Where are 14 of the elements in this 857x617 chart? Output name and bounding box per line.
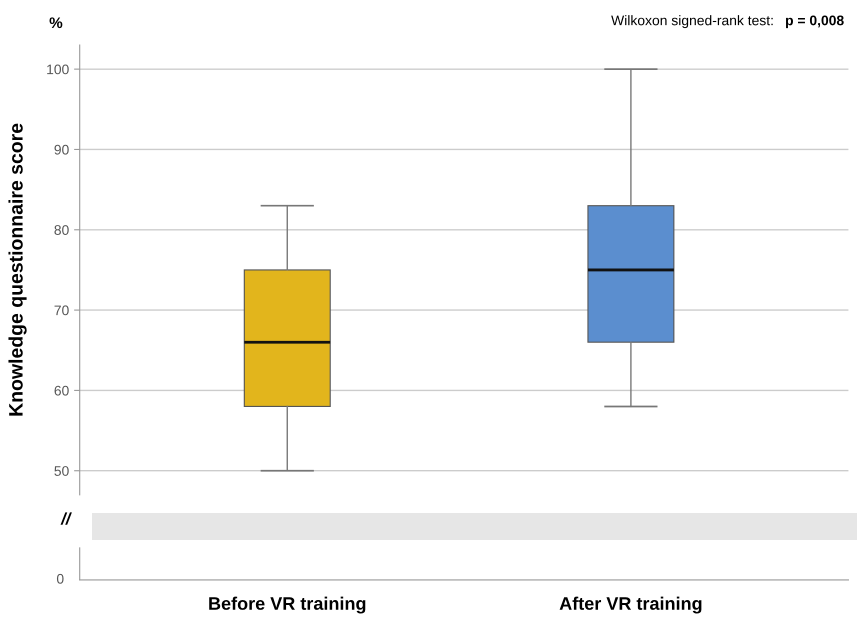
y-tick-label: 80: [54, 225, 69, 235]
text: 0: [56, 574, 64, 584]
y-tick-label: 100: [47, 64, 69, 74]
y-tick-label: 60: [54, 386, 69, 396]
text: p = 0,008: [786, 15, 844, 28]
text: %: [50, 17, 62, 28]
y-tick-label: 70: [54, 305, 69, 316]
y-axis-title: Knowledge questionnaire score: [8, 124, 27, 416]
text: //: [60, 512, 72, 525]
category-label: After VR training: [560, 596, 702, 614]
category-label: Before VR training: [209, 596, 366, 614]
text: Wilkoxon signed-rank test:: [611, 15, 773, 28]
y-tick-label: 90: [54, 144, 69, 155]
y-tick-label: 50: [54, 466, 69, 476]
